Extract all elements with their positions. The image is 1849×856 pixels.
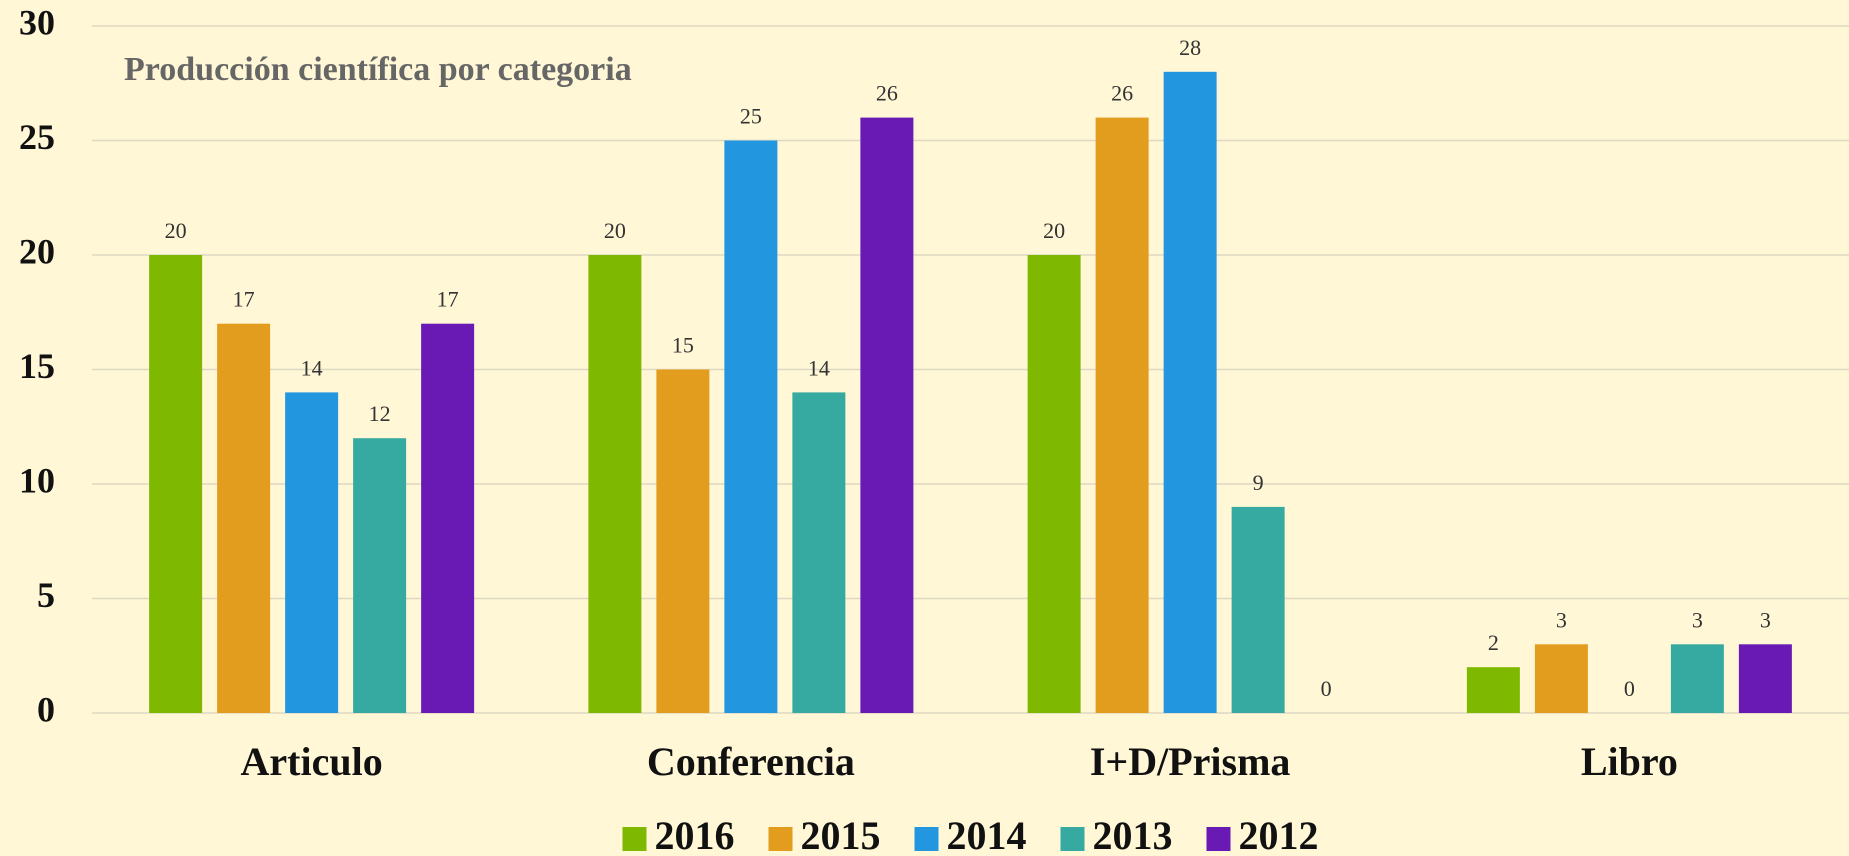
chart-title: Producción científica por categoria: [124, 51, 632, 88]
legend-swatch: [1206, 827, 1231, 851]
legend-swatch: [914, 827, 939, 851]
x-tick-label: Conferencia: [647, 739, 855, 784]
data-label: 25: [740, 104, 762, 129]
bar: [421, 323, 475, 713]
data-label: 3: [1556, 607, 1567, 632]
legend-label: 2013: [1093, 813, 1173, 856]
legend-swatch: [768, 827, 793, 851]
data-label: 20: [604, 218, 626, 243]
x-tick-label: I+D/Prisma: [1090, 739, 1291, 784]
y-tick-label: 15: [19, 346, 55, 386]
bar: [724, 140, 778, 713]
bar: [1466, 667, 1520, 713]
data-label: 2: [1488, 630, 1499, 655]
legend-label: 2016: [655, 813, 735, 856]
y-tick-label: 0: [37, 689, 55, 729]
data-label: 9: [1253, 470, 1264, 495]
bar: [1534, 644, 1588, 713]
data-label: 12: [369, 401, 391, 426]
legend-label: 2015: [801, 813, 881, 856]
data-label: 28: [1179, 35, 1201, 60]
bar: [656, 369, 710, 713]
bar: [285, 392, 339, 713]
data-label: 17: [437, 287, 459, 312]
bar: [1027, 255, 1081, 713]
bar: [1738, 644, 1792, 713]
y-tick-label: 5: [37, 575, 55, 615]
data-label: 26: [1111, 81, 1133, 106]
legend-label: 2012: [1239, 813, 1319, 856]
bar: [1095, 117, 1149, 714]
bar: [1670, 644, 1724, 713]
y-tick-label: 10: [19, 460, 55, 500]
data-label: 17: [233, 287, 255, 312]
bar: [1163, 71, 1217, 714]
legend-swatch: [622, 827, 647, 851]
data-label: 14: [808, 355, 830, 380]
bar: [149, 255, 203, 713]
data-label: 3: [1692, 607, 1703, 632]
data-label: 3: [1760, 607, 1771, 632]
bar: [588, 255, 642, 713]
data-label: 26: [876, 81, 898, 106]
data-label: 20: [165, 218, 187, 243]
bar: [792, 392, 846, 713]
bar: [1231, 506, 1285, 713]
data-label: 0: [1321, 676, 1332, 701]
legend-swatch: [1060, 827, 1085, 851]
bar: [217, 323, 271, 713]
y-tick-label: 25: [19, 117, 55, 157]
bar: [860, 117, 914, 714]
decor-shadow: [491, 0, 1399, 28]
data-label: 20: [1043, 218, 1065, 243]
bar: [353, 438, 407, 713]
legend-label: 2014: [947, 813, 1027, 856]
x-tick-label: Articulo: [241, 739, 383, 784]
y-tick-label: 20: [19, 231, 55, 271]
data-label: 14: [301, 355, 323, 380]
data-label: 0: [1624, 676, 1635, 701]
y-tick-label: 30: [19, 2, 55, 42]
x-tick-label: Libro: [1581, 739, 1678, 784]
data-label: 15: [672, 333, 694, 358]
